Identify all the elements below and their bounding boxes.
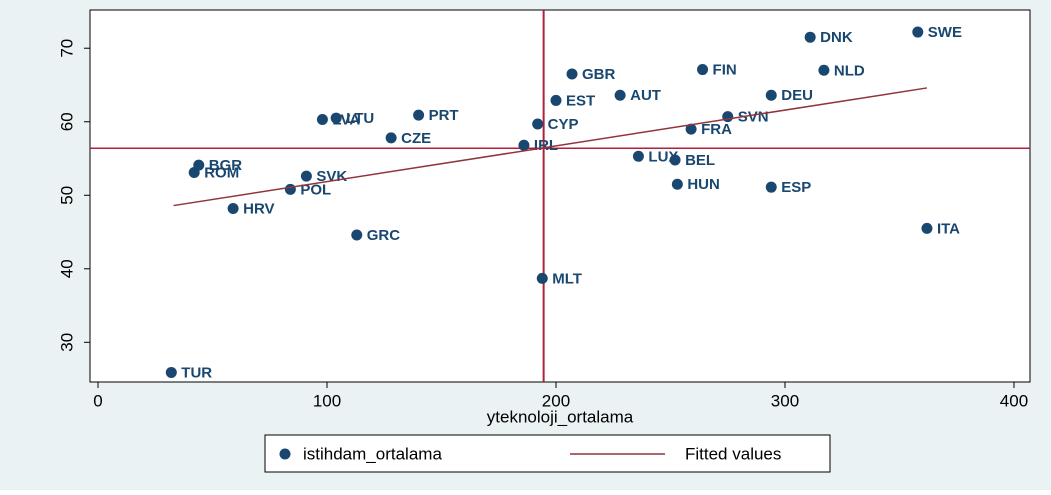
legend bbox=[264, 434, 831, 473]
point-label: FIN bbox=[713, 62, 737, 79]
x-tick-label: 300 bbox=[771, 391, 799, 410]
point bbox=[532, 118, 544, 130]
x-tick-label: 0 bbox=[93, 391, 102, 410]
point bbox=[536, 272, 548, 284]
x-tick-label: 100 bbox=[313, 391, 341, 410]
point bbox=[765, 181, 777, 193]
point-label: ESP bbox=[781, 179, 811, 196]
point bbox=[351, 229, 363, 241]
fitted-line bbox=[173, 87, 928, 207]
point-label: ROM bbox=[204, 164, 239, 181]
legend-marker bbox=[279, 448, 291, 460]
point bbox=[330, 112, 342, 124]
point bbox=[804, 31, 816, 43]
point bbox=[921, 222, 933, 234]
point bbox=[632, 150, 644, 162]
point-label: GRC bbox=[367, 227, 401, 244]
x-tick-label: 400 bbox=[1000, 391, 1028, 410]
x-tick-label: 200 bbox=[542, 391, 570, 410]
point-label: TUR bbox=[181, 364, 212, 381]
point bbox=[385, 132, 397, 144]
point bbox=[518, 139, 530, 151]
point-label: GBR bbox=[582, 66, 616, 83]
point bbox=[912, 26, 924, 38]
point-label: BEL bbox=[685, 152, 715, 169]
x-axis-title: yteknoloji_ortalama bbox=[487, 407, 634, 426]
point-label: FRA bbox=[701, 121, 732, 138]
point bbox=[188, 166, 200, 178]
point-label: AUT bbox=[630, 87, 661, 104]
legend-label: istihdam_ortalama bbox=[303, 444, 442, 463]
point bbox=[614, 89, 626, 101]
point bbox=[284, 183, 296, 195]
point-label: MLT bbox=[552, 270, 582, 287]
point-label: DNK bbox=[820, 29, 853, 46]
y-tick-label: 50 bbox=[57, 186, 76, 205]
point-label: DEU bbox=[781, 87, 813, 104]
point-label: HUN bbox=[687, 176, 720, 193]
point-label: IRL bbox=[534, 137, 558, 154]
point-label: POL bbox=[300, 181, 331, 198]
point-label: PRT bbox=[429, 107, 459, 124]
point-label: BGR bbox=[209, 157, 243, 174]
point bbox=[697, 64, 709, 76]
point bbox=[818, 64, 830, 76]
point bbox=[566, 68, 578, 80]
point-label: CZE bbox=[401, 130, 431, 147]
point bbox=[550, 94, 562, 106]
point bbox=[685, 123, 697, 135]
point bbox=[227, 202, 239, 214]
point-label: SWE bbox=[928, 24, 962, 41]
point-label: NLD bbox=[834, 62, 865, 79]
point bbox=[316, 114, 328, 126]
y-tick-label: 30 bbox=[57, 333, 76, 352]
point bbox=[165, 366, 177, 378]
y-tick-label: 40 bbox=[57, 259, 76, 278]
point-label: EST bbox=[566, 92, 595, 109]
point-label: HRV bbox=[243, 200, 274, 217]
point bbox=[671, 178, 683, 190]
point bbox=[413, 109, 425, 121]
point-label: CYP bbox=[548, 116, 579, 133]
y-tick-label: 70 bbox=[57, 39, 76, 58]
point-label: ITA bbox=[937, 220, 960, 237]
plot-region bbox=[89, 9, 1031, 383]
point bbox=[669, 154, 681, 166]
point-label: SVK bbox=[316, 168, 347, 185]
y-tick-label: 60 bbox=[57, 112, 76, 131]
point bbox=[765, 89, 777, 101]
point-label: LTU bbox=[346, 110, 374, 127]
point bbox=[300, 170, 312, 182]
point-label: SVN bbox=[738, 109, 769, 126]
legend-label: Fitted values bbox=[685, 444, 781, 463]
